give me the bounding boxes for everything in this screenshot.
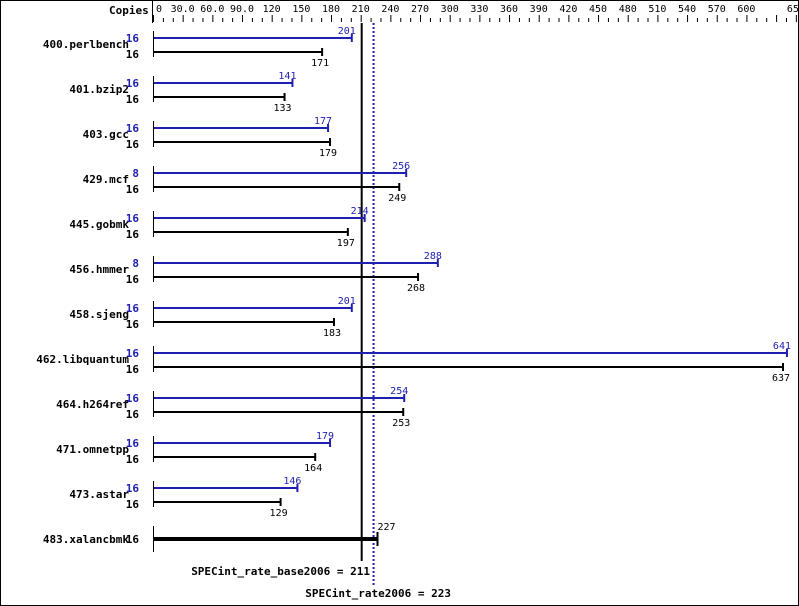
- tick-label: 570: [708, 4, 726, 15]
- tick-label: 60.0: [200, 4, 224, 15]
- peak-value-label: 214: [351, 206, 369, 217]
- base-copies: 16: [126, 183, 140, 196]
- tick-label: 90.0: [230, 4, 254, 15]
- base-value-label: 268: [407, 283, 425, 294]
- benchmark-label: 464.h264ref: [56, 398, 129, 411]
- base-copies: 16: [126, 408, 140, 421]
- benchmark-label: 400.perlbench: [43, 38, 129, 51]
- base-copies: 16: [126, 93, 140, 106]
- tick-label: 450: [589, 4, 607, 15]
- tick-label: 600: [737, 4, 755, 15]
- peak-value-label: 177: [314, 116, 332, 127]
- base-value-label: 183: [323, 328, 341, 339]
- tick-label: 510: [648, 4, 666, 15]
- peak-copies: 16: [126, 212, 140, 225]
- axis-label: Copies: [109, 4, 149, 17]
- tick-label: 650: [787, 4, 798, 15]
- tick-label: 0: [156, 4, 162, 15]
- peak-copies: 8: [132, 257, 139, 270]
- base-copies: 16: [126, 138, 140, 151]
- base-copies: 16: [126, 533, 140, 546]
- base-value-label: 164: [304, 463, 322, 474]
- peak-copies: 16: [126, 482, 140, 495]
- benchmark-label: 456.hmmer: [69, 263, 129, 276]
- peak-value-label: 179: [316, 431, 334, 442]
- base-copies: 16: [126, 453, 140, 466]
- base-value-label: 197: [337, 238, 355, 249]
- tick-label: 480: [619, 4, 637, 15]
- base-value-label: 253: [392, 418, 410, 429]
- base-copies: 16: [126, 273, 140, 286]
- benchmark-label: 429.mcf: [83, 173, 129, 186]
- peak-value-label: 254: [390, 386, 408, 397]
- tick-label: 540: [678, 4, 696, 15]
- peak-copies: 16: [126, 392, 140, 405]
- base-value-label: 133: [274, 103, 292, 114]
- peak-value-label: 256: [392, 161, 410, 172]
- peak-value-label: 141: [278, 71, 296, 82]
- peak-copies: 16: [126, 77, 140, 90]
- base-copies: 16: [126, 363, 140, 376]
- benchmark-label: 473.astar: [69, 488, 129, 501]
- benchmark-label: 462.libquantum: [36, 353, 129, 366]
- peak-copies: 16: [126, 32, 140, 45]
- tick-label: 420: [559, 4, 577, 15]
- base-copies: 16: [126, 48, 140, 61]
- peak-copies: 16: [126, 302, 140, 315]
- peak-copies: 16: [126, 437, 140, 450]
- base-value-label: 171: [311, 58, 329, 69]
- tick-label: 330: [470, 4, 488, 15]
- tick-label: 270: [411, 4, 429, 15]
- base-value-label: 249: [388, 193, 406, 204]
- benchmark-label: 471.omnetpp: [56, 443, 129, 456]
- tick-label: 240: [381, 4, 399, 15]
- benchmark-label: 401.bzip2: [69, 83, 129, 96]
- peak-copies: 16: [126, 122, 140, 135]
- peak-summary-label: SPECint_rate2006 = 223: [305, 587, 451, 600]
- peak-copies: 16: [126, 347, 140, 360]
- base-copies: 16: [126, 318, 140, 331]
- peak-value-label: 641: [773, 341, 791, 352]
- peak-copies: 8: [132, 167, 139, 180]
- tick-label: 120: [263, 4, 281, 15]
- tick-label: 180: [322, 4, 340, 15]
- base-value-label: 179: [319, 148, 337, 159]
- peak-value-label: 201: [338, 296, 356, 307]
- base-value-label: 129: [270, 508, 288, 519]
- tick-label: 390: [530, 4, 548, 15]
- tick-label: 30.0: [171, 4, 195, 15]
- tick-label: 360: [500, 4, 518, 15]
- benchmark-label: 445.gobmk: [69, 218, 129, 231]
- benchmark-label: 483.xalancbmk: [43, 533, 129, 546]
- base-copies: 16: [126, 228, 140, 241]
- peak-value-label: 146: [283, 476, 301, 487]
- base-copies: 16: [126, 498, 140, 511]
- value-label: 227: [378, 522, 396, 533]
- peak-value-label: 201: [338, 26, 356, 37]
- peak-value-label: 288: [424, 251, 442, 262]
- base-summary-label: SPECint_rate_base2006 = 211: [191, 565, 370, 578]
- benchmark-label: 403.gcc: [83, 128, 129, 141]
- tick-label: 150: [292, 4, 310, 15]
- tick-label: 300: [441, 4, 459, 15]
- base-value-label: 637: [772, 373, 790, 384]
- benchmark-label: 458.sjeng: [69, 308, 129, 321]
- tick-label: 210: [352, 4, 370, 15]
